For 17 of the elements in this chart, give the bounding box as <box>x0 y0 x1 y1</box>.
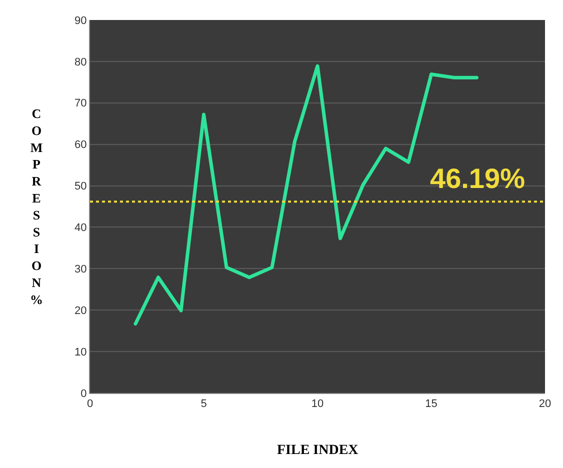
x-tick-label: 15 <box>425 398 438 410</box>
y-tick-label: 10 <box>74 346 87 358</box>
y-tick-label: 20 <box>74 304 87 317</box>
ref-line-label: 46.19% <box>430 163 526 194</box>
y-tick-label: 70 <box>74 98 87 110</box>
y-tick-label: 60 <box>74 139 87 152</box>
text: COMPRESSION% <box>30 106 43 307</box>
x-tick-label: 10 <box>311 398 324 410</box>
y-tick-label: 30 <box>74 264 87 276</box>
y-tick-label: 50 <box>74 180 87 193</box>
y-tick-label: 80 <box>74 56 87 68</box>
x-axis-title: FILE INDEX <box>277 443 358 458</box>
x-tick-label: 5 <box>200 398 207 410</box>
x-tick-label: 20 <box>538 398 552 410</box>
y-tick-label: 0 <box>80 388 87 400</box>
y-tick-label: 90 <box>74 14 87 27</box>
y-tick-label: 40 <box>74 222 87 234</box>
